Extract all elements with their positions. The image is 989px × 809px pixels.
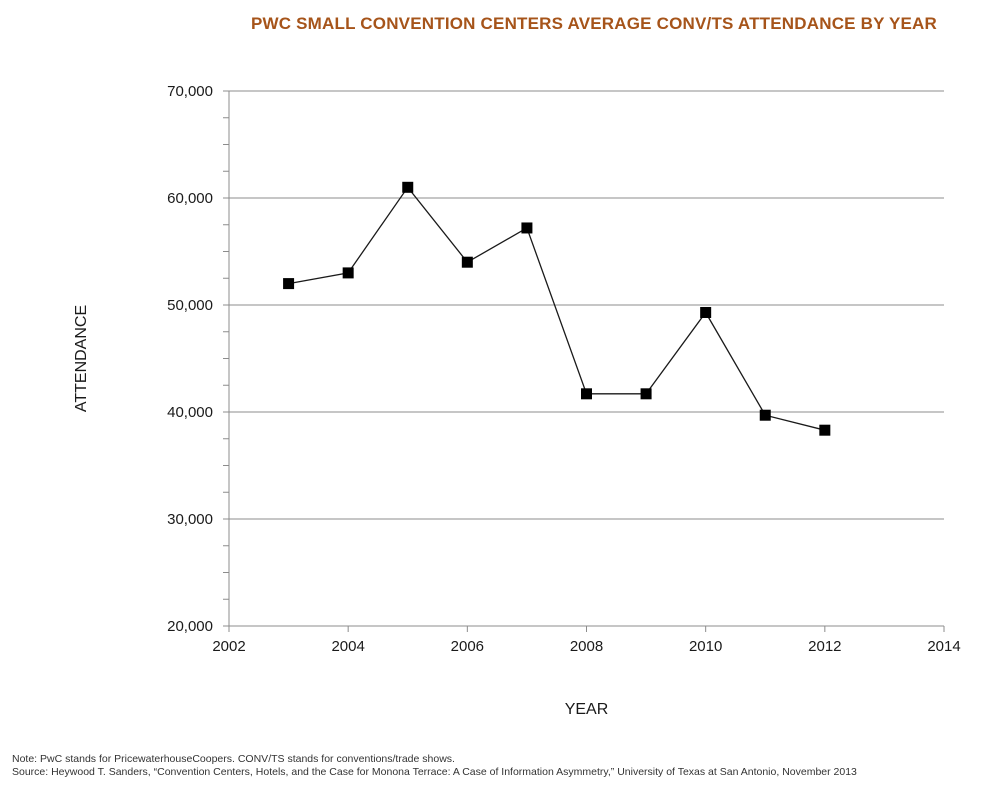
- y-tick-label: 20,000: [167, 618, 213, 635]
- data-point-2003: [283, 278, 295, 290]
- x-tick-label: 2012: [808, 638, 841, 655]
- y-tick-label: 30,000: [167, 511, 213, 528]
- chart-title: PWC SMALL CONVENTION CENTERS AVERAGE CON…: [250, 14, 937, 33]
- data-point-2004: [342, 267, 354, 279]
- data-point-2008: [581, 388, 592, 400]
- note-text: Note: PwC stands for PricewaterhouseCoop…: [12, 753, 455, 765]
- data-series: [283, 181, 831, 436]
- x-tick-label: 2008: [570, 638, 603, 655]
- data-point-2005: [402, 181, 414, 193]
- data-point-2012: [819, 424, 831, 436]
- grid-lines: [229, 90, 944, 627]
- x-tick-label: 2004: [331, 638, 364, 655]
- x-tick-label: 2014: [927, 638, 960, 655]
- x-tick-label: 2010: [689, 638, 722, 655]
- y-tick-label: 70,000: [167, 83, 213, 100]
- data-point-2006: [461, 256, 473, 268]
- axes: [223, 90, 945, 632]
- footnotes: Note: PwC stands for PricewaterhouseCoop…: [12, 753, 857, 779]
- y-tick-label: 50,000: [167, 297, 213, 314]
- data-point-2009: [640, 388, 652, 400]
- data-point-2010: [700, 306, 712, 318]
- data-point-2007: [521, 222, 533, 234]
- source-text: Source: Heywood T. Sanders, “Convention …: [12, 766, 857, 778]
- y-tick-label: 40,000: [167, 404, 213, 421]
- x-tick-label: 2002: [212, 638, 245, 655]
- series-line: [288, 186, 825, 431]
- y-tick-label: 60,000: [167, 190, 213, 207]
- data-point-2011: [759, 409, 771, 421]
- x-tick-label: 2006: [451, 638, 484, 655]
- y-axis-title: ATTENDANCE: [73, 305, 90, 412]
- tick-labels: 20,000 30,000 40,000 50,000 60,000 70,000 2002…: [167, 83, 961, 655]
- x-axis-title: YEAR: [565, 701, 609, 718]
